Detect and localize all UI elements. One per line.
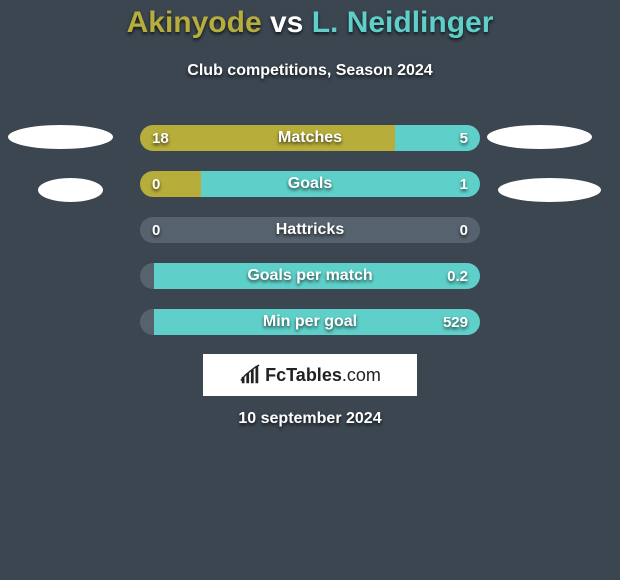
fctables-logo: FcTables.com xyxy=(203,354,417,396)
bar-segment xyxy=(140,263,154,289)
title-player-b: L. Neidlinger xyxy=(312,6,494,39)
title-vs: vs xyxy=(270,6,303,39)
stat-bar: Goals per match0.2 xyxy=(140,263,480,289)
date-text: 10 september 2024 xyxy=(0,410,620,428)
title-player-a: Akinyode xyxy=(127,6,262,39)
player-b-ellipse-2 xyxy=(498,178,601,202)
bar-segment xyxy=(154,309,480,335)
bar-segment xyxy=(140,217,480,243)
stat-bar: Matches185 xyxy=(140,125,480,151)
bar-segment xyxy=(140,309,154,335)
player-b-ellipse-1 xyxy=(487,125,592,149)
page-title: Akinyode vs L. Neidlinger xyxy=(0,6,620,40)
player-a-ellipse-1 xyxy=(8,125,113,149)
logo-text-suffix: .com xyxy=(342,365,381,385)
bar-segment xyxy=(201,171,480,197)
player-a-ellipse-2 xyxy=(38,178,103,202)
stat-bar: Hattricks00 xyxy=(140,217,480,243)
logo-text: FcTables.com xyxy=(265,365,381,386)
bar-segment xyxy=(154,263,480,289)
bar-segment xyxy=(395,125,480,151)
bar-segment xyxy=(140,125,395,151)
stat-bar: Goals01 xyxy=(140,171,480,197)
subtitle: Club competitions, Season 2024 xyxy=(0,62,620,80)
logo-text-main: FcTables xyxy=(265,365,342,385)
chart-icon xyxy=(239,364,261,386)
bar-segment xyxy=(140,171,201,197)
stat-bar: Min per goal529 xyxy=(140,309,480,335)
